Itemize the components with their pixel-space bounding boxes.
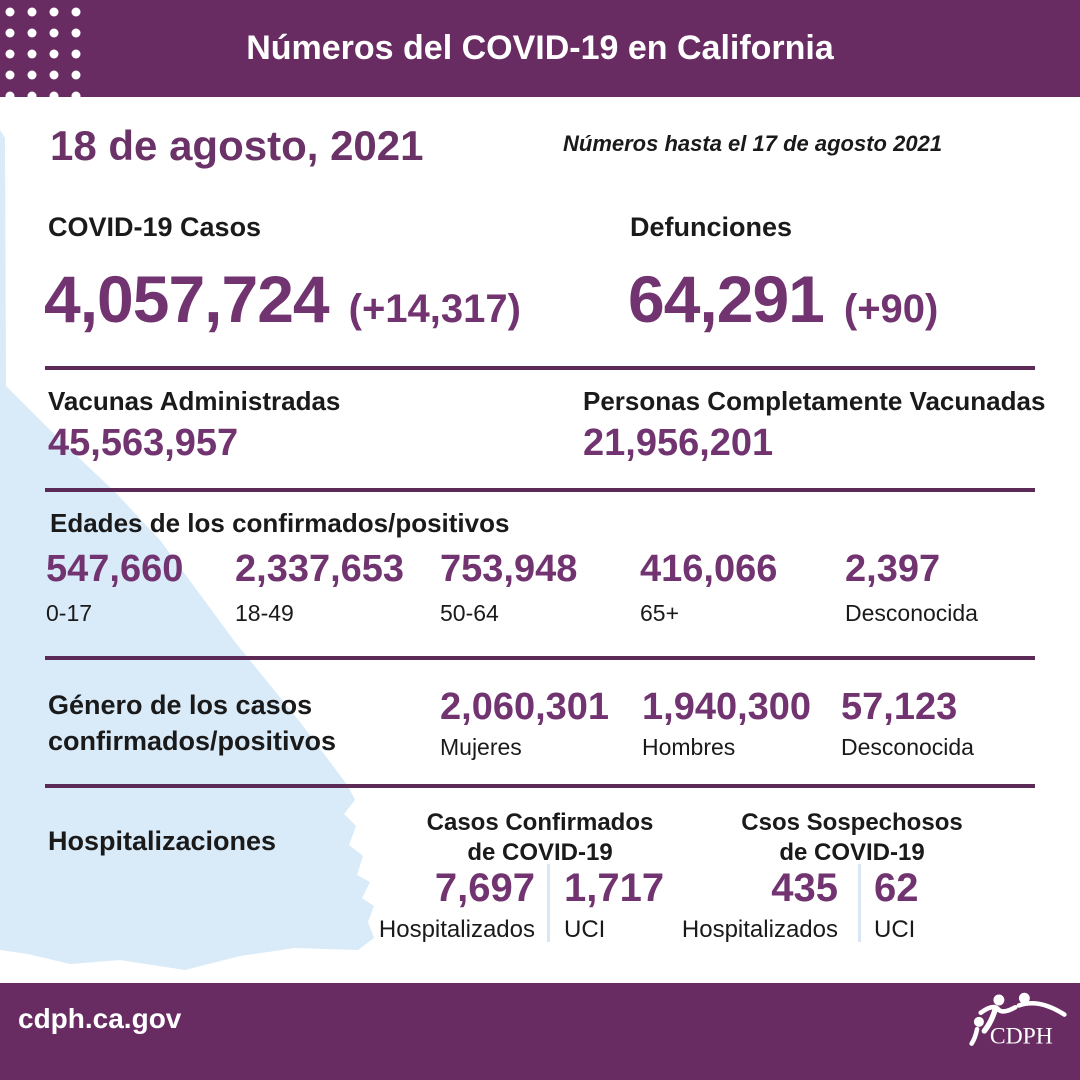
suspected-cases-header-line2: de COVID-19 — [779, 839, 925, 866]
vaccines-administered-label: Vacunas Administradas — [48, 386, 341, 416]
suspected-hospitalized-stat: 435 Hospitalizados — [638, 866, 838, 942]
page-title: Números del COVID-19 en California — [246, 29, 834, 67]
gender-section-title-line2: confirmados/positivos — [48, 726, 337, 756]
gender-group-label: Desconocida — [841, 734, 974, 760]
age-group-value: 753,948 — [440, 548, 578, 590]
age-group-label: 0-17 — [46, 600, 93, 626]
data-asof-note: Números hasta el 17 de agosto 2021 — [563, 131, 943, 156]
age-group-value: 2,337,653 — [235, 548, 405, 590]
confirmed-icu-stat: 1,717 UCI — [564, 866, 704, 942]
report-date: 18 de agosto, 2021 — [50, 122, 424, 169]
cdph-logo: CDPH — [969, 992, 1067, 1050]
age-group-label: 50-64 — [440, 600, 499, 626]
section-divider — [45, 784, 1035, 788]
suspected-icu-label: UCI — [874, 916, 916, 943]
suspected-cases-header-line1: Csos Sospechosos — [741, 809, 963, 836]
deaths-value-row: 64,291 (+90) — [628, 266, 938, 332]
footer-url: cdph.ca.gov — [18, 1003, 182, 1034]
dot-grid-icon — [5, 7, 81, 97]
age-group-value: 547,660 — [46, 548, 184, 590]
gender-group-label: Hombres — [642, 734, 736, 760]
confirmed-cases-header-line1: Casos Confirmados — [426, 809, 654, 836]
gender-group-value: 2,060,301 — [440, 686, 610, 728]
confirmed-hospitalized-label: Hospitalizados — [378, 916, 535, 943]
confirmed-icu-label: UCI — [564, 916, 606, 943]
section-divider — [45, 656, 1035, 660]
fully-vaccinated-value: 21,956,201 — [583, 422, 774, 464]
confirmed-hospitalized-stat: 7,697 Hospitalizados — [335, 866, 535, 942]
age-group-label: 18-49 — [235, 600, 294, 626]
suspected-hospitalized-value: 435 — [771, 866, 838, 910]
stat-divider — [858, 864, 861, 942]
confirmed-hospitalized-value: 7,697 — [434, 866, 535, 910]
gender-section-title-line1: Género de los casos — [48, 690, 313, 720]
footer-bar: cdph.ca.gov CDPH — [0, 983, 1080, 1080]
gender-group-label: Mujeres — [440, 734, 522, 760]
confirmed-icu-value: 1,717 — [564, 866, 665, 910]
deaths-label: Defunciones — [630, 212, 793, 242]
ages-section-title: Edades de los confirmados/positivos — [50, 508, 510, 538]
fully-vaccinated-label: Personas Completamente Vacunadas — [583, 386, 1046, 416]
gender-group-value: 1,940,300 — [642, 686, 812, 728]
vaccines-administered-value: 45,563,957 — [48, 422, 239, 464]
confirmed-cases-header: Casos Confirmados de COVID-19 — [390, 808, 690, 868]
age-group-value: 416,066 — [640, 548, 778, 590]
deaths-value: 64,291 — [628, 262, 825, 336]
age-group-label: Desconocida — [845, 600, 978, 626]
deaths-delta: (+90) — [843, 287, 939, 331]
section-divider — [45, 488, 1035, 492]
gender-group-value: 57,123 — [841, 686, 958, 728]
suspected-icu-stat: 62 UCI — [874, 866, 974, 942]
cases-label: COVID-19 Casos — [48, 212, 262, 242]
header-bar: Números del COVID-19 en California — [0, 0, 1080, 97]
section-divider — [45, 366, 1035, 370]
age-group-value: 2,397 — [845, 548, 941, 590]
cases-value-row: 4,057,724 (+14,317) — [44, 266, 521, 332]
suspected-icu-value: 62 — [874, 866, 919, 910]
confirmed-cases-header-line2: de COVID-19 — [467, 839, 613, 866]
suspected-cases-header: Csos Sospechosos de COVID-19 — [702, 808, 1002, 868]
hospitalizations-section-title: Hospitalizaciones — [48, 826, 277, 856]
cdph-logo-text: CDPH — [990, 1024, 1053, 1050]
stat-divider — [547, 864, 550, 942]
cases-delta: (+14,317) — [348, 287, 521, 331]
cases-value: 4,057,724 — [44, 262, 330, 336]
age-group-label: 65+ — [640, 600, 680, 626]
suspected-hospitalized-label: Hospitalizados — [681, 916, 838, 943]
